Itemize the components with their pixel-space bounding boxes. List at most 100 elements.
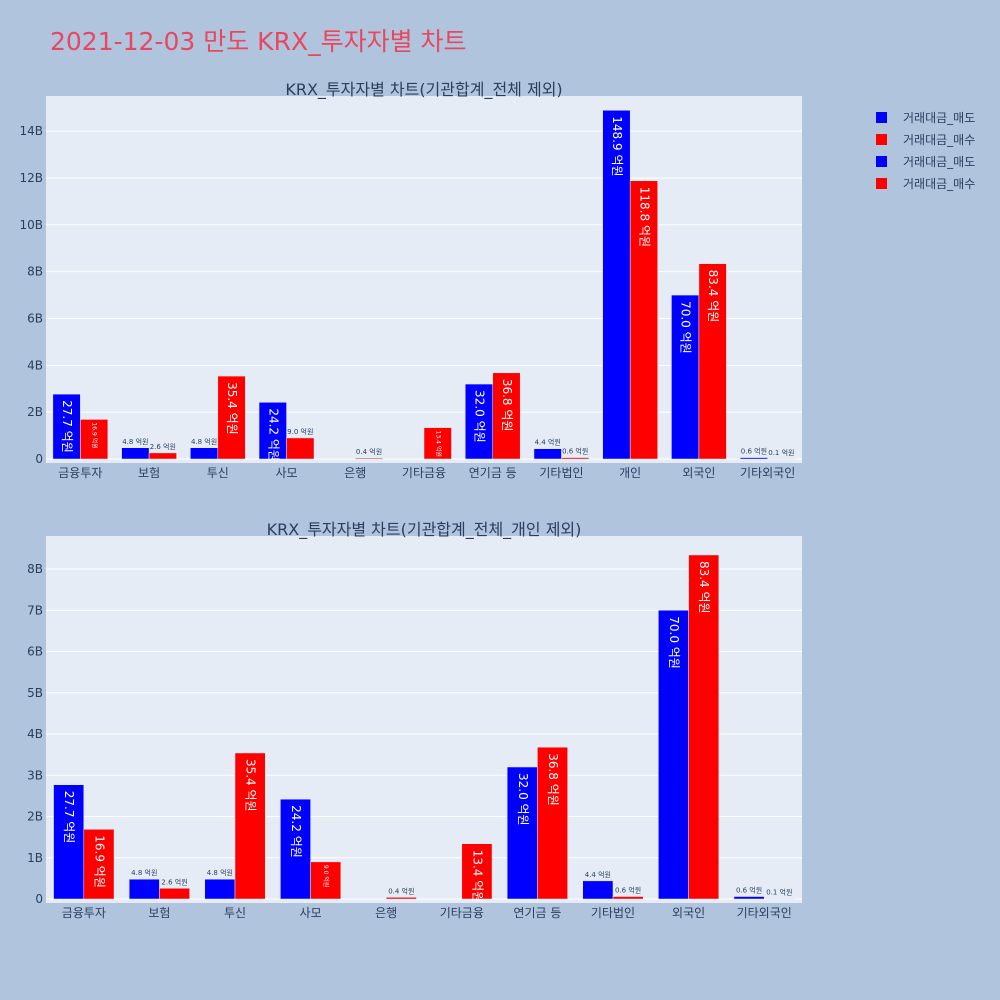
x-tick-label: 투신 xyxy=(224,906,246,920)
bar-value-label: 118.8 억원 xyxy=(637,187,651,247)
bar-value-label: 24.2 억원 xyxy=(266,408,280,461)
bar-value-label: 13.4 억원 xyxy=(434,431,442,457)
bar-value-label: 83.4 억원 xyxy=(697,561,711,614)
bar[interactable] xyxy=(280,798,311,900)
bar-value-label: 0.6 억원 xyxy=(741,447,767,456)
bar[interactable] xyxy=(537,746,568,900)
legend-item[interactable]: 거래대금_매도 xyxy=(876,106,975,128)
bar[interactable] xyxy=(612,896,644,900)
bar[interactable] xyxy=(286,437,315,460)
legend-label: 거래대금_매도 xyxy=(903,154,976,169)
x-tick-label: 개인 xyxy=(619,466,641,480)
bar-value-label: 4.8 억원 xyxy=(131,868,157,877)
chart-title: KRX_투자자별 차트(기관합계_전체 제외) xyxy=(285,80,562,100)
bar[interactable] xyxy=(204,878,236,900)
chart-title: KRX_투자자별 차트(기관합계_전체_개인 제외) xyxy=(267,520,582,540)
y-tick-label: 6B xyxy=(27,311,43,325)
legend-swatch-buy xyxy=(876,133,887,145)
x-tick-label: 연기금 등 xyxy=(469,466,517,480)
bar[interactable] xyxy=(492,372,521,460)
bar[interactable] xyxy=(464,383,493,460)
bar[interactable] xyxy=(698,263,727,460)
y-tick-label: 4B xyxy=(27,727,43,741)
bar[interactable] xyxy=(148,452,177,460)
bar[interactable] xyxy=(355,457,384,460)
bar-value-label: 27.7 억원 xyxy=(60,400,74,453)
bar[interactable] xyxy=(533,448,562,460)
bar[interactable] xyxy=(310,861,342,900)
chart-1: 0 2B 4B 6B 8B 10B 12B 14B KRX_투자자별 차트(기관합계_전체 제외… xyxy=(19,80,802,480)
x-tick-label: 은행 xyxy=(375,905,397,920)
legend-item[interactable]: 거래대금_매도 xyxy=(876,150,975,172)
legend-item[interactable]: 거래대금_매수 xyxy=(876,128,975,150)
bar-value-label: 16.9 억원 xyxy=(91,422,99,448)
y-tick-label: 12B xyxy=(19,171,43,185)
bar[interactable] xyxy=(53,784,85,900)
y-tick-label: 8B xyxy=(27,265,43,279)
bar-value-label: 70.0 억원 xyxy=(679,301,693,354)
bar[interactable] xyxy=(128,878,160,900)
bar[interactable] xyxy=(688,554,720,900)
legend-label: 거래대금_매수 xyxy=(903,176,976,191)
bar[interactable] xyxy=(629,180,658,460)
bar-value-label: 0.4 억원 xyxy=(388,886,414,895)
y-tick-label: 8B xyxy=(27,562,43,576)
bar[interactable] xyxy=(582,880,614,900)
x-tick-label: 기타금융 xyxy=(440,906,484,920)
bar[interactable] xyxy=(121,447,150,460)
bar[interactable] xyxy=(190,447,219,460)
bar[interactable] xyxy=(258,402,287,460)
bar[interactable] xyxy=(217,375,246,460)
bar-value-label: 70.0 억원 xyxy=(667,616,681,669)
x-tick-label: 기타외국인 xyxy=(740,466,795,480)
x-tick-label: 외국인 xyxy=(682,466,715,480)
bar[interactable] xyxy=(83,829,115,900)
bar[interactable] xyxy=(602,110,631,460)
bar[interactable] xyxy=(561,457,590,460)
x-tick-label: 기타법인 xyxy=(591,906,635,920)
x-tick-label: 사모 xyxy=(275,466,297,480)
bar-value-label: 9.0 억원 xyxy=(322,865,330,888)
bar[interactable] xyxy=(733,896,765,900)
bar[interactable] xyxy=(159,888,190,900)
bar-value-label: 83.4 억원 xyxy=(706,270,720,323)
y-tick-label: 5B xyxy=(27,686,43,700)
bar-value-label: 36.8 억원 xyxy=(500,379,514,432)
x-tick-label: 기타금융 xyxy=(402,466,446,480)
bar-value-label: 13.4 억원 xyxy=(470,850,484,903)
y-tick-label: 10B xyxy=(19,218,43,232)
x-tick-label: 보험 xyxy=(148,906,170,920)
bar[interactable] xyxy=(234,752,266,900)
bar-value-label: 0.6 억원 xyxy=(562,447,588,456)
legend-label: 거래대금_매도 xyxy=(903,110,976,125)
page-title: 2021-12-03 만도 KRX_투자자별 차트 xyxy=(50,27,467,56)
x-tick-label: 기타법인 xyxy=(539,466,583,480)
bar-value-label: 0.4 억원 xyxy=(356,447,382,456)
bar-value-label: 32.0 억원 xyxy=(516,773,530,826)
bar[interactable] xyxy=(423,427,452,460)
y-tick-label: 1B xyxy=(27,851,43,865)
bar[interactable] xyxy=(385,897,417,900)
x-tick-label: 연기금 등 xyxy=(513,906,561,920)
bar-value-label: 0.6 억원 xyxy=(736,886,762,895)
x-tick-label: 금융투자 xyxy=(62,906,106,920)
legend-swatch-buy xyxy=(876,177,887,189)
legend-item[interactable]: 거래대금_매수 xyxy=(876,172,975,194)
y-tick-label: 2B xyxy=(27,810,43,824)
y-tick-label: 0 xyxy=(35,452,43,466)
x-tick-label: 보험 xyxy=(138,466,160,480)
bar-value-label: 35.4 억원 xyxy=(244,759,258,812)
bar-value-label: 148.9 억원 xyxy=(610,116,624,176)
y-tick-label: 6B xyxy=(27,645,43,659)
bar[interactable] xyxy=(739,457,768,460)
bar-value-label: 4.8 억원 xyxy=(122,437,148,446)
y-tick-label: 3B xyxy=(27,768,43,782)
bar[interactable] xyxy=(461,843,493,900)
bar[interactable] xyxy=(80,419,109,460)
x-tick-label: 사모 xyxy=(300,906,322,920)
x-tick-label: 기타외국인 xyxy=(737,906,792,920)
bar[interactable] xyxy=(671,294,700,460)
bar-value-label: 35.4 억원 xyxy=(225,382,239,435)
bar-value-label: 4.4 억원 xyxy=(585,870,611,879)
